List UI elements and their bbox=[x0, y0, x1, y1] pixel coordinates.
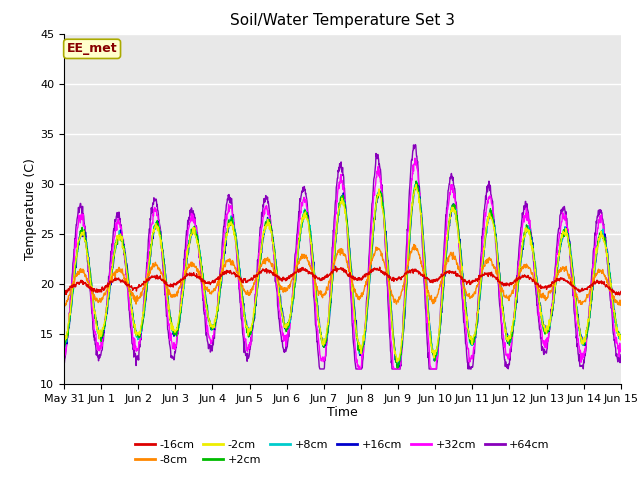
Text: EE_met: EE_met bbox=[67, 42, 117, 55]
-8cm bbox=[318, 292, 326, 298]
+8cm bbox=[308, 245, 316, 251]
-2cm bbox=[60, 341, 68, 347]
+32cm bbox=[355, 366, 362, 372]
-16cm bbox=[332, 264, 339, 269]
+64cm bbox=[126, 314, 134, 320]
+64cm bbox=[103, 299, 111, 304]
Line: -8cm: -8cm bbox=[64, 244, 621, 306]
+16cm bbox=[318, 335, 326, 341]
+2cm bbox=[103, 305, 111, 311]
+64cm bbox=[378, 179, 385, 184]
-16cm bbox=[378, 268, 385, 274]
-2cm bbox=[394, 359, 401, 365]
-8cm bbox=[297, 257, 305, 263]
+64cm bbox=[316, 366, 324, 372]
Title: Soil/Water Temperature Set 3: Soil/Water Temperature Set 3 bbox=[230, 13, 455, 28]
-2cm bbox=[318, 337, 326, 343]
+8cm bbox=[103, 308, 111, 314]
-2cm bbox=[126, 293, 134, 299]
+16cm bbox=[377, 192, 385, 198]
+32cm bbox=[378, 186, 385, 192]
+8cm bbox=[296, 232, 304, 238]
+32cm bbox=[60, 352, 68, 358]
+16cm bbox=[413, 181, 421, 187]
+64cm bbox=[318, 366, 326, 372]
-2cm bbox=[617, 334, 625, 339]
+2cm bbox=[617, 335, 625, 340]
+64cm bbox=[308, 260, 316, 265]
-8cm bbox=[126, 289, 134, 295]
+32cm bbox=[411, 155, 419, 161]
-8cm bbox=[60, 300, 68, 306]
-16cm bbox=[296, 265, 304, 271]
-16cm bbox=[126, 284, 134, 290]
-2cm bbox=[296, 230, 304, 236]
+64cm bbox=[617, 355, 625, 360]
+2cm bbox=[394, 365, 401, 371]
+8cm bbox=[413, 180, 421, 185]
Line: -2cm: -2cm bbox=[64, 184, 621, 362]
-16cm bbox=[103, 284, 111, 290]
-8cm bbox=[617, 302, 625, 308]
+2cm bbox=[412, 178, 420, 184]
+16cm bbox=[60, 341, 68, 347]
-2cm bbox=[308, 248, 316, 253]
+2cm bbox=[377, 193, 385, 199]
-16cm bbox=[308, 270, 316, 276]
-8cm bbox=[308, 267, 316, 273]
+16cm bbox=[308, 242, 316, 248]
+64cm bbox=[296, 198, 304, 204]
Line: -16cm: -16cm bbox=[64, 266, 621, 295]
-8cm bbox=[378, 253, 385, 259]
+2cm bbox=[296, 231, 304, 237]
+32cm bbox=[126, 305, 134, 311]
+32cm bbox=[103, 306, 111, 312]
Line: +64cm: +64cm bbox=[64, 144, 621, 369]
+16cm bbox=[296, 234, 304, 240]
+64cm bbox=[60, 358, 68, 363]
+8cm bbox=[377, 190, 385, 195]
+8cm bbox=[126, 289, 134, 295]
Line: +8cm: +8cm bbox=[64, 182, 621, 366]
+32cm bbox=[308, 254, 316, 260]
+32cm bbox=[318, 356, 326, 362]
+16cm bbox=[617, 335, 625, 341]
-16cm bbox=[318, 277, 326, 283]
+2cm bbox=[308, 241, 316, 247]
+8cm bbox=[60, 342, 68, 348]
-8cm bbox=[104, 284, 111, 289]
Legend: -16cm, -8cm, -2cm, +2cm, +8cm, +16cm, +32cm, +64cm: -16cm, -8cm, -2cm, +2cm, +8cm, +16cm, +3… bbox=[131, 435, 554, 469]
-16cm bbox=[617, 288, 625, 294]
Line: +2cm: +2cm bbox=[64, 181, 621, 368]
+8cm bbox=[318, 337, 326, 343]
Line: +32cm: +32cm bbox=[64, 158, 621, 369]
+2cm bbox=[60, 343, 68, 348]
+16cm bbox=[103, 311, 111, 317]
-2cm bbox=[103, 303, 111, 309]
+2cm bbox=[126, 288, 134, 294]
+64cm bbox=[412, 142, 419, 147]
+8cm bbox=[617, 335, 625, 341]
-16cm bbox=[616, 292, 623, 298]
-8cm bbox=[61, 303, 69, 309]
+2cm bbox=[318, 338, 326, 344]
+8cm bbox=[394, 363, 402, 369]
Y-axis label: Temperature (C): Temperature (C) bbox=[24, 158, 37, 260]
+32cm bbox=[296, 210, 304, 216]
-2cm bbox=[412, 181, 420, 187]
-8cm bbox=[410, 241, 418, 247]
-2cm bbox=[377, 194, 385, 200]
+16cm bbox=[126, 289, 134, 295]
+16cm bbox=[395, 364, 403, 370]
+32cm bbox=[617, 349, 625, 355]
Line: +16cm: +16cm bbox=[64, 184, 621, 367]
X-axis label: Time: Time bbox=[327, 407, 358, 420]
-16cm bbox=[60, 291, 68, 297]
